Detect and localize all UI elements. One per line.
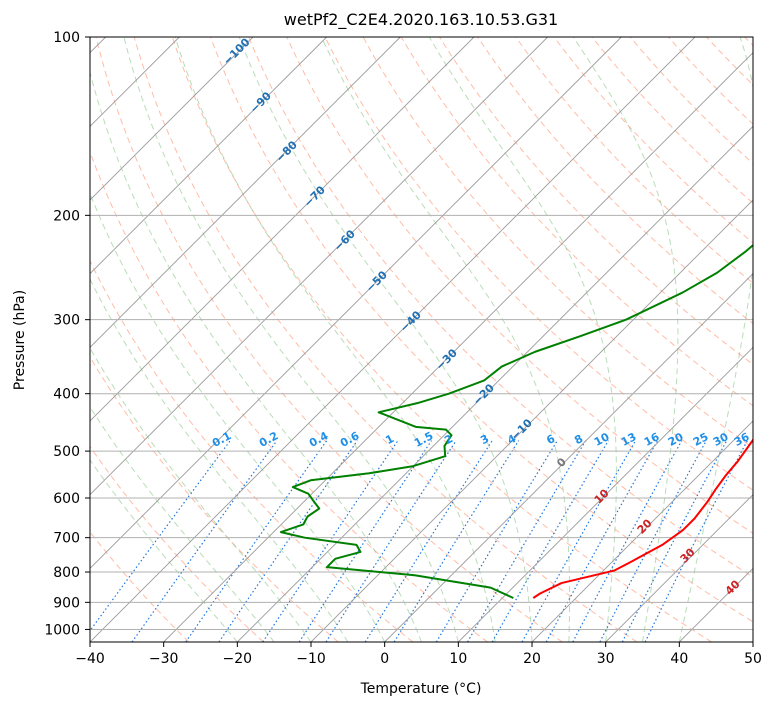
x-tick-label: −10 xyxy=(296,651,326,667)
x-tick-label: −30 xyxy=(149,651,179,667)
mixing-ratio-label: 20 xyxy=(666,430,686,449)
y-tick-label: 900 xyxy=(53,595,80,611)
mixing-ratio-line xyxy=(262,440,399,642)
isotherm-line xyxy=(237,125,753,642)
axes: −40 −30 −20 −10 0 10 20 30 40 50 100 200 300 400 500 60… xyxy=(44,30,762,667)
mixing-ratio-line xyxy=(90,440,231,632)
mixing-ratio-label: 10 xyxy=(592,430,612,449)
background-lines xyxy=(90,37,753,642)
mixing-ratio-line xyxy=(545,440,659,642)
temperature-profile-line xyxy=(532,438,753,599)
y-tick-label: 600 xyxy=(53,491,80,507)
x-tick-label: −40 xyxy=(75,651,105,667)
moist-adiabat-line xyxy=(678,37,753,642)
moist-adiabat-line xyxy=(90,278,349,642)
mixing-ratio-line xyxy=(466,440,587,642)
dry-adiabat-line xyxy=(286,37,753,534)
y-axis-title: Pressure (hPa) xyxy=(12,290,28,390)
isotherm-line xyxy=(458,346,753,642)
dry-adiabat-line xyxy=(210,37,753,623)
isotherm-line xyxy=(163,52,753,642)
moist-adiabat-line xyxy=(90,70,422,642)
isotherm-line xyxy=(90,37,401,348)
x-axis-title: Temperature (°C) xyxy=(360,681,482,697)
plot-frame xyxy=(89,36,754,643)
y-tick-label: 500 xyxy=(53,444,80,460)
dry-adiabat-line xyxy=(133,37,638,642)
profile-lines xyxy=(279,243,753,599)
moist-adiabat-line xyxy=(428,37,617,642)
isotherm-line xyxy=(90,37,254,201)
moist-adiabat-line xyxy=(90,192,386,642)
x-tick-label: 10 xyxy=(449,651,467,667)
isotherm-line xyxy=(90,37,622,569)
mixing-ratio-line xyxy=(364,440,493,642)
dry-adiabat-line xyxy=(248,37,753,578)
y-tick-label: 300 xyxy=(53,313,80,329)
moist-adiabat-line xyxy=(90,406,275,642)
y-tick-label: 100 xyxy=(53,30,80,46)
mixing-ratio-label: 16 xyxy=(642,430,662,449)
isotherm-line xyxy=(90,37,327,275)
isotherm-line xyxy=(531,420,753,642)
moist-adiabat-line xyxy=(238,37,533,642)
dry-adiabat-line xyxy=(90,356,339,642)
y-tick-label: 800 xyxy=(53,565,80,581)
isotherm-line xyxy=(90,37,475,422)
mixing-ratio-label: 13 xyxy=(619,430,639,449)
mixing-ratio-line xyxy=(435,440,558,642)
x-tick-label: 20 xyxy=(523,651,541,667)
dry-adiabat-line xyxy=(515,37,753,284)
y-tick-label: 400 xyxy=(53,387,80,403)
isotherm-line xyxy=(90,37,696,642)
x-tick-label: 40 xyxy=(670,651,688,667)
dewpoint-profile-line xyxy=(279,243,753,599)
mixing-ratio-label: 36 xyxy=(732,430,752,449)
mixing-ratio-label: 30 xyxy=(711,430,731,449)
mixing-ratio-line xyxy=(644,440,748,642)
dry-adiabat-line xyxy=(90,259,414,642)
chart-title: wetPf2_C2E4.2020.163.10.53.G31 xyxy=(284,10,558,30)
mixing-ratio-line xyxy=(218,440,358,642)
moist-adiabat-line xyxy=(572,37,679,642)
moist-adiabat-line xyxy=(90,459,238,642)
mixing-ratio-line xyxy=(298,440,432,642)
mixing-ratio-label: 25 xyxy=(691,430,711,449)
isotherm-line xyxy=(605,494,753,642)
y-tick-label: 700 xyxy=(53,531,80,547)
x-tick-label: 30 xyxy=(597,651,615,667)
dry-adiabat-line xyxy=(95,37,563,642)
y-tick-label: 200 xyxy=(53,208,80,224)
mixing-ratio-line xyxy=(572,440,683,642)
mixing-ratio-line xyxy=(325,440,457,642)
moist-adiabat-line xyxy=(123,37,459,642)
mixing-ratio-line xyxy=(131,440,278,642)
x-tick-label: −20 xyxy=(223,651,253,667)
y-tick-label: 1000 xyxy=(44,622,80,638)
x-tick-label: 50 xyxy=(744,651,762,667)
dry-adiabat-line xyxy=(171,37,712,642)
x-tick-label: 0 xyxy=(380,651,389,667)
isotherm-line xyxy=(384,273,753,642)
isotherm-line xyxy=(310,199,753,642)
dry-adiabat-line xyxy=(324,37,753,491)
isotherm-line xyxy=(90,37,548,496)
mixing-ratio-line xyxy=(521,440,637,642)
dry-adiabat-line xyxy=(90,445,264,642)
moist-adiabat-line xyxy=(320,37,571,642)
moist-adiabat-line xyxy=(174,37,496,642)
